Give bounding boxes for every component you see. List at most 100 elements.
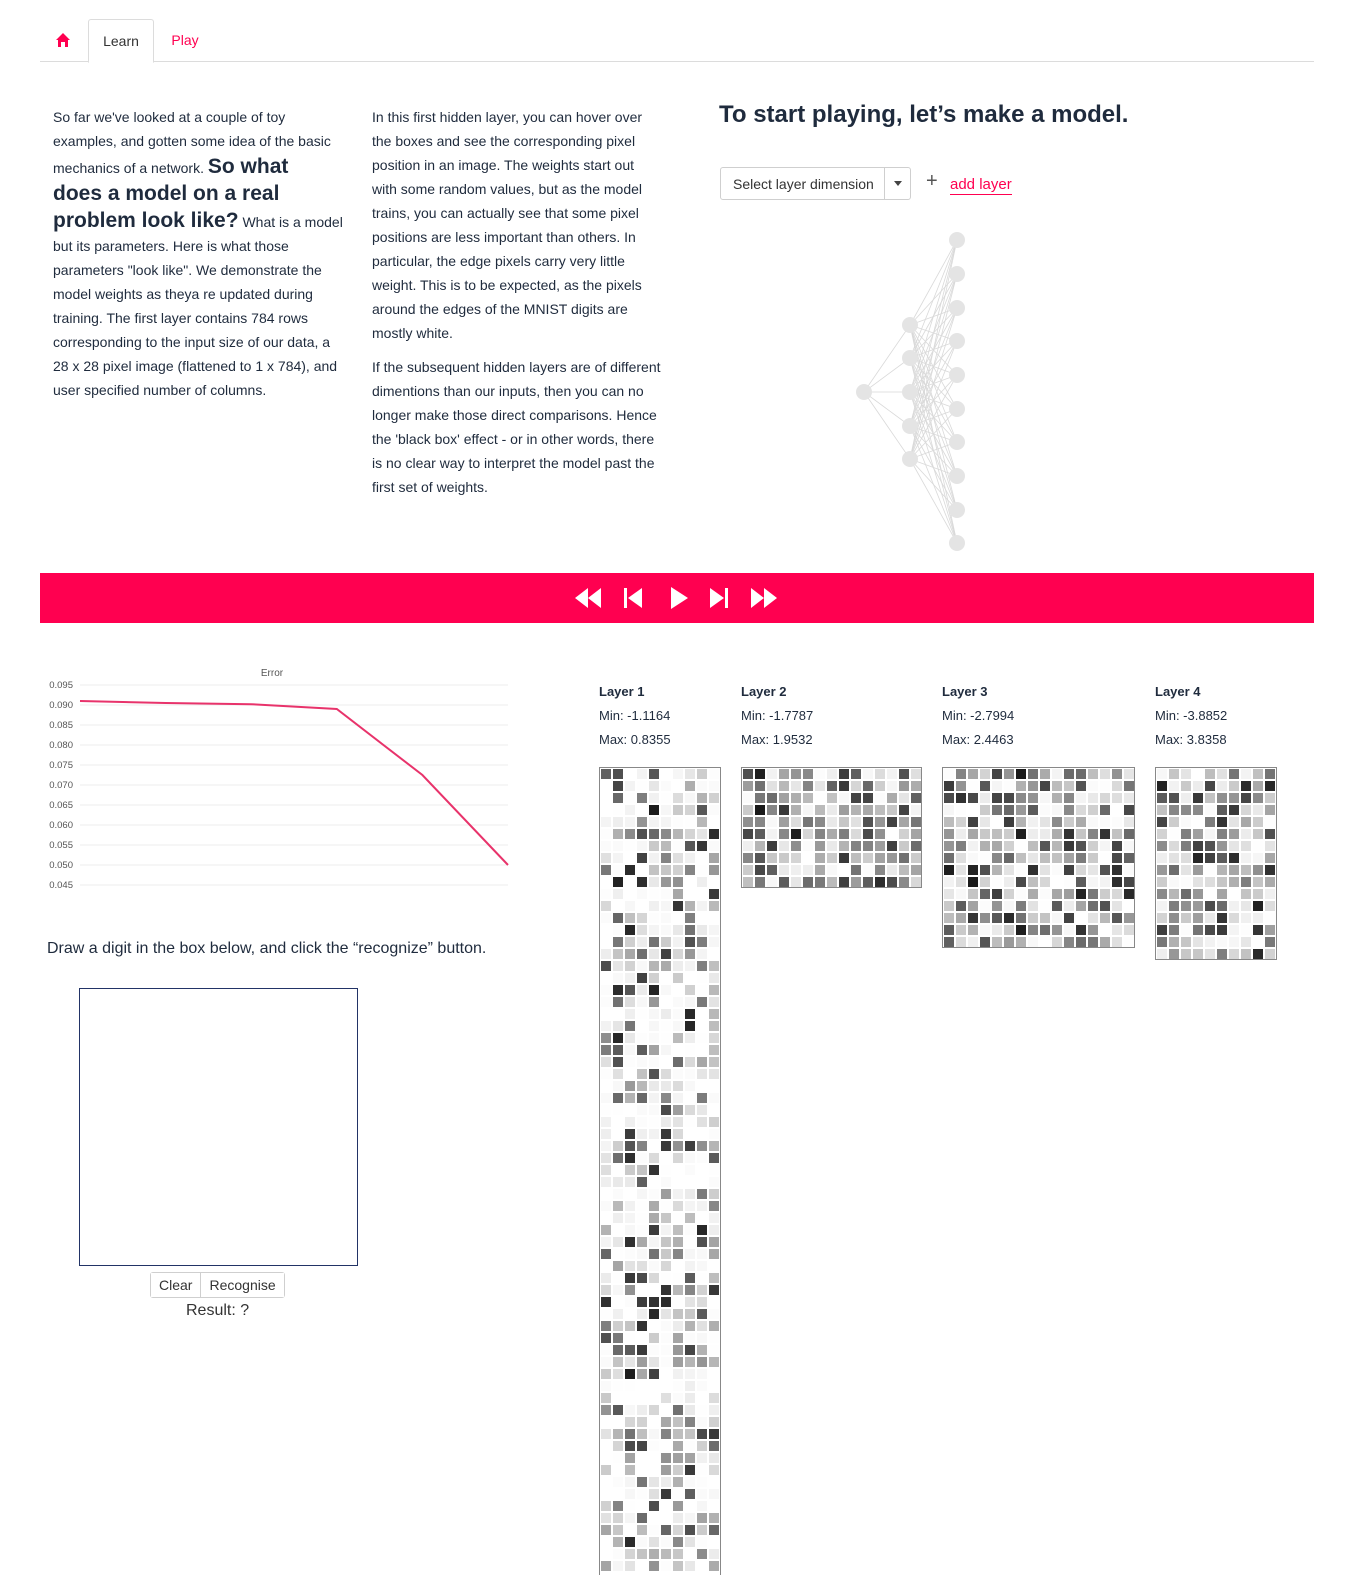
weight-cell [1241,793,1251,803]
weight-cell [625,1405,635,1415]
weight-cell [601,1249,611,1259]
weight-cell [661,841,671,851]
weight-cell [661,793,671,803]
weight-cell [661,1273,671,1283]
weight-cell [944,817,954,827]
weight-cell [1157,853,1167,863]
weight-cell [697,1129,707,1139]
step-backward-icon[interactable] [622,586,644,610]
weight-cell [709,1033,719,1043]
weight-cell [1253,901,1263,911]
weight-cell [1004,877,1014,887]
layer-dimension-select[interactable]: Select layer dimension [720,167,911,200]
weight-cell [1028,805,1038,815]
weight-cell [685,1129,695,1139]
weight-cell [685,1189,695,1199]
weight-cell [601,949,611,959]
weight-cell [1112,781,1122,791]
weight-cell [661,1345,671,1355]
weight-cell [661,1177,671,1187]
y-tick-label: 0.095 [49,680,73,691]
weight-cell [613,901,623,911]
weight-cell [1193,913,1203,923]
weight-cell [601,1261,611,1271]
clear-button[interactable]: Clear [151,1273,201,1297]
layer-4-weights[interactable] [1155,767,1277,960]
weight-cell [661,1117,671,1127]
weight-cell [980,865,990,875]
result-label: Result: ? [186,1302,250,1319]
weight-cell [1265,781,1275,791]
weight-cell [697,1249,707,1259]
tab-home[interactable] [40,19,86,62]
weight-cell [661,1297,671,1307]
weight-cell [673,1501,683,1511]
weight-cell [1217,877,1227,887]
weight-cell [673,793,683,803]
layer-1-weights[interactable] [599,767,721,1575]
weight-cell [1193,853,1203,863]
weight-cell [601,1309,611,1319]
weight-cell [649,1189,659,1199]
weight-cell [625,853,635,863]
layer-1-info: Layer 1 Min: -1.1164 Max: 0.8355 [599,680,671,752]
weight-cell [685,1561,695,1571]
weight-cell [637,1309,647,1319]
weight-cell [1052,913,1062,923]
weight-cell [697,913,707,923]
y-tick-label: 0.060 [49,820,73,831]
weight-cell [1028,901,1038,911]
tab-learn[interactable]: Learn [88,19,154,63]
weight-cell [613,1261,623,1271]
fast-backward-icon[interactable] [573,586,603,610]
weight-cell [601,1525,611,1535]
weight-cell [887,829,897,839]
weight-cell [697,1117,707,1127]
weight-cell [637,949,647,959]
weight-cell [601,937,611,947]
layer-3-weights[interactable] [942,767,1135,948]
step-forward-icon[interactable] [708,586,730,610]
weight-cell [709,1417,719,1427]
weight-cell [625,1045,635,1055]
weight-cell [649,1525,659,1535]
weight-cell [1217,829,1227,839]
weight-cell [803,769,813,779]
weight-cell [1253,925,1263,935]
tab-play[interactable]: Play [171,32,199,48]
weight-cell [601,1501,611,1511]
drawing-canvas[interactable] [79,988,358,1266]
weight-cell [625,1369,635,1379]
network-edge [909,458,958,511]
weight-cell [613,1441,623,1451]
weight-cell [637,1081,647,1091]
weight-cell [697,1393,707,1403]
weight-cell [673,1345,683,1355]
weight-cell [661,1153,671,1163]
weight-cell [1169,853,1179,863]
weight-cell [992,829,1002,839]
weight-cell [685,985,695,995]
weight-cell [625,925,635,935]
weight-cell [661,1441,671,1451]
weight-cell [649,937,659,947]
weight-cell [1169,877,1179,887]
layer-2-weights[interactable] [741,767,922,888]
select-toggle[interactable] [884,168,910,199]
weight-cell [637,1201,647,1211]
weight-cell [673,1405,683,1415]
weight-cell [1004,937,1014,947]
weight-cell [601,1057,611,1067]
recognise-button[interactable]: Recognise [201,1273,284,1297]
weight-cell [661,1081,671,1091]
weight-cell [625,805,635,815]
weight-cell [709,1513,719,1523]
weight-cell [625,1213,635,1223]
weight-cell [673,1153,683,1163]
fast-forward-icon[interactable] [749,586,779,610]
weight-cell [601,1129,611,1139]
play-icon[interactable] [668,586,690,610]
network-node [949,502,965,518]
weight-cell [1040,925,1050,935]
weight-cell [685,1321,695,1331]
